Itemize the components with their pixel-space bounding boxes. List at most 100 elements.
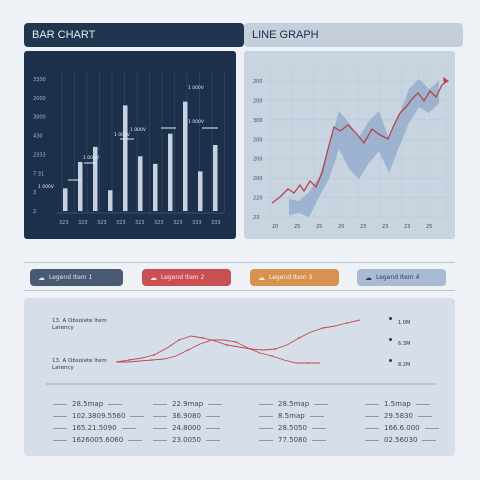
y-tick-label: 200: [253, 98, 263, 104]
bar: [168, 133, 173, 211]
trend-arrow-icon: [443, 77, 449, 84]
stat-cell: 23.0050: [148, 436, 225, 444]
stat-cell: 28.5050: [254, 424, 331, 432]
stat-cell: 36.9080: [148, 412, 225, 420]
cloud-icon: ☁: [365, 273, 372, 282]
stat-value: 02.56030: [384, 436, 418, 444]
stat-value: 24.8000: [172, 424, 201, 432]
legend-value-2: 6.3M: [389, 331, 410, 347]
bar: [153, 163, 158, 211]
stat-value: 102.3809.5560: [72, 412, 126, 420]
y-tick-label: 3000: [33, 115, 46, 121]
tab-label: Legend Item 1: [49, 274, 93, 281]
tab-label: Legend Item 3: [269, 274, 313, 281]
y-tick-label: 220: [253, 196, 263, 202]
stat-cell: 77.5080: [254, 436, 331, 444]
y-tick-label: 200: [253, 137, 263, 143]
y-tick-label: 23: [253, 215, 259, 221]
x-tick-label: 23: [360, 224, 366, 230]
bar: [138, 156, 143, 211]
x-tick-label: 20: [272, 224, 278, 230]
stat-cell: 24.8000: [148, 424, 225, 432]
series-line: [271, 80, 448, 204]
stat-value: 28.5map: [278, 400, 310, 408]
y-tick-label: 3330: [33, 77, 46, 83]
divider-top: [24, 262, 455, 263]
legend-value-3: 8.2M: [389, 352, 410, 368]
bar: [108, 190, 113, 211]
y-tick-label: 200: [253, 157, 263, 163]
stat-value: 1.5map: [384, 400, 411, 408]
bar: [198, 171, 203, 211]
confidence-band: [289, 79, 439, 217]
bar: [93, 146, 98, 211]
stat-value: 23.0050: [172, 436, 201, 444]
x-tick-label: 323: [97, 220, 107, 226]
x-tick-label: 323: [59, 220, 69, 226]
y-tick-label: 200: [253, 176, 263, 182]
x-tick-label: 323: [78, 220, 88, 226]
stat-cell: 22.9map: [148, 400, 227, 408]
stat-value: 22.9map: [172, 400, 204, 408]
line-graph-title: LINE GRAPH: [244, 23, 463, 47]
tab-legend-4[interactable]: ☁ Legend Item 4: [357, 269, 446, 286]
x-tick-label: 323: [135, 220, 145, 226]
y-tick-label: 300: [253, 118, 263, 124]
y-tick-label: 200: [253, 79, 263, 85]
bar-annotation: 1 000V: [38, 184, 55, 190]
bar: [78, 161, 83, 211]
stat-cell: 29.5830: [360, 412, 437, 420]
stat-value: 77.5080: [278, 436, 307, 444]
cloud-icon: ☁: [38, 273, 45, 282]
stat-cell: 102.3809.5560: [48, 412, 149, 420]
bar-annotation: 1 000V: [188, 85, 205, 91]
x-tick-label: 323: [173, 220, 183, 226]
bar: [63, 188, 68, 211]
bar-chart-panel: 3330 2000 3000 430 2333 7 31 3 2 1 000V 1 000V 1 0…: [24, 51, 236, 239]
x-tick-label: 333: [211, 220, 221, 226]
tab-legend-3[interactable]: ☁ Legend Item 3: [250, 269, 339, 286]
y-tick-label: 3: [33, 190, 36, 196]
stat-value: 36.9080: [172, 412, 201, 420]
stat-cell: 28.5map: [48, 400, 127, 408]
x-tick-label: 25: [316, 224, 322, 230]
legend-value-1: 1.0M: [389, 310, 410, 326]
bar-annotation: 1 000V: [188, 119, 205, 125]
y-tick-label: 7 31: [33, 171, 44, 177]
bottom-stats-panel: 13. A Obsolete Item Latency 13. A Obsole…: [24, 298, 455, 456]
stat-value: 1626005.6060: [72, 436, 124, 444]
tab-legend-1[interactable]: ☁ Legend Item 1: [30, 269, 123, 286]
bar-annotation: 1 000V: [114, 132, 131, 138]
tab-legend-2[interactable]: ☁ Legend Item 2: [142, 269, 231, 286]
stat-cell: 02.56030: [360, 436, 441, 444]
stat-cell: 1.5map: [360, 400, 435, 408]
stat-value: 165.21.5090: [72, 424, 117, 432]
tab-label: Legend Item 2: [161, 274, 205, 281]
divider-bottom: [24, 290, 455, 291]
row2-label: 13. A Obsolete Item Latency: [52, 358, 107, 371]
x-tick-label: 323: [116, 220, 126, 226]
x-tick-label: 25: [294, 224, 300, 230]
x-tick-label: 25: [426, 224, 432, 230]
stat-value: 29.5830: [384, 412, 413, 420]
x-tick-label: 23: [382, 224, 388, 230]
bar: [123, 105, 128, 211]
y-tick-label: 2333: [33, 152, 46, 158]
bar-chart-title: BAR CHART: [24, 23, 244, 47]
tab-label: Legend Item 4: [376, 274, 420, 281]
stat-value: 28.5map: [72, 400, 104, 408]
cloud-icon: ☁: [258, 273, 265, 282]
row1-label: 13. A Obsolete Item Latency: [52, 318, 107, 331]
bar: [213, 145, 218, 211]
stat-value: 8.5map: [278, 412, 305, 420]
cloud-icon: ☁: [150, 273, 157, 282]
stat-cell: 165.21.5090: [48, 424, 141, 432]
x-tick-label: 323: [154, 220, 164, 226]
x-tick-label: 20: [338, 224, 344, 230]
bar-annotation: 1 000V: [83, 155, 100, 161]
stat-cell: 28.5map: [254, 400, 333, 408]
bar: [183, 101, 188, 211]
stat-cell: 8.5map: [254, 412, 329, 420]
line-graph-panel: 200 200 300 200 200 200 220 23 20 25 25 20 23 23 23 25: [244, 51, 455, 239]
